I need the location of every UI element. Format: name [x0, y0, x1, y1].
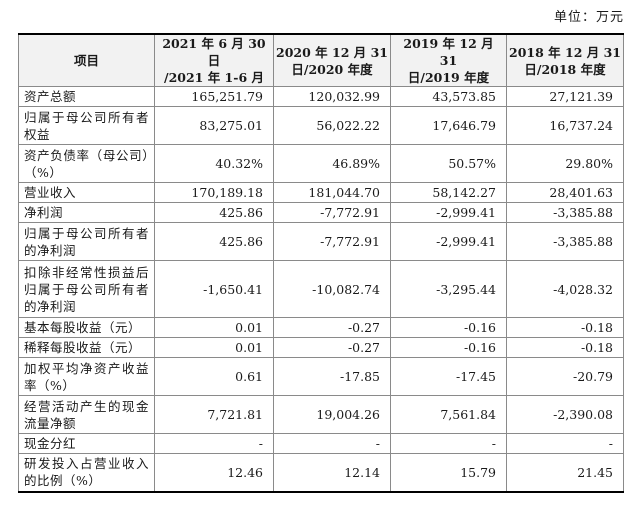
header-col-2021h1-line1: 2021 年 6 月 30 日 — [162, 36, 266, 68]
table-row: 经营活动产生的现金流量净额 7,721.81 19,004.26 7,561.8… — [18, 395, 624, 434]
cell-value: 170,189.18 — [154, 182, 274, 203]
cell-value: 21.45 — [506, 453, 624, 493]
cell-value: -17.45 — [390, 357, 507, 396]
header-item-label: 项目 — [73, 53, 99, 68]
header-col-2019-line2: 日/2019 年度 — [407, 70, 490, 85]
cell-value: 165,251.79 — [154, 86, 274, 107]
table-row: 资产总额 165,251.79 120,032.99 43,573.85 27,… — [18, 86, 624, 107]
cell-value: 425.86 — [154, 202, 274, 223]
header-col-2020: 2020 年 12 月 31 日/2020 年度 — [273, 33, 391, 87]
cell-value: -0.18 — [506, 337, 624, 358]
row-label: 加权平均净资产收益率（%） — [18, 357, 155, 396]
cell-value: - — [154, 433, 274, 454]
cell-value: -10,082.74 — [273, 260, 391, 318]
cell-value: 46.89% — [273, 144, 391, 183]
cell-value: 40.32% — [154, 144, 274, 183]
header-col-2020-line1: 2020 年 12 月 31 — [276, 44, 388, 60]
row-label: 稀释每股收益（元） — [18, 337, 155, 358]
table-row: 归属于母公司所有者权益 83,275.01 56,022.22 17,646.7… — [18, 106, 624, 145]
header-col-2019: 2019 年 12 月 31 日/2019 年度 — [390, 33, 507, 87]
table-row: 研发投入占营业收入的比例（%） 12.46 12.14 15.79 21.45 — [18, 453, 624, 493]
cell-value: -17.85 — [273, 357, 391, 396]
table-row: 营业收入 170,189.18 181,044.70 58,142.27 28,… — [18, 182, 624, 203]
cell-value: 7,561.84 — [390, 395, 507, 434]
header-row: 项目 2021 年 6 月 30 日/2021 年 1-6 月 2020 年 1… — [18, 33, 624, 87]
cell-value: 58,142.27 — [390, 182, 507, 203]
table-row: 加权平均净资产收益率（%） 0.61 -17.85 -17.45 -20.79 — [18, 357, 624, 396]
cell-value: 120,032.99 — [273, 86, 391, 107]
row-label: 基本每股收益（元） — [18, 317, 155, 338]
header-col-2018-line2: 日/2018 年度 — [524, 61, 606, 77]
cell-value: -20.79 — [506, 357, 624, 396]
row-label: 营业收入 — [18, 182, 155, 203]
cell-value: -0.16 — [390, 317, 507, 338]
cell-value: 0.61 — [154, 357, 274, 396]
cell-value: -4,028.32 — [506, 260, 624, 318]
cell-value: 17,646.79 — [390, 106, 507, 145]
cell-value: 12.46 — [154, 453, 274, 493]
cell-value: 83,275.01 — [154, 106, 274, 145]
cell-value: 28,401.63 — [506, 182, 624, 203]
cell-value: -0.16 — [390, 337, 507, 358]
row-label: 归属于母公司所有者权益 — [18, 106, 155, 145]
cell-value: 43,573.85 — [390, 86, 507, 107]
cell-value: - — [273, 433, 391, 454]
financial-table: 项目 2021 年 6 月 30 日/2021 年 1-6 月 2020 年 1… — [18, 33, 624, 493]
cell-value: 27,121.39 — [506, 86, 624, 107]
header-col-2018: 2018 年 12 月 31 日/2018 年度 — [506, 33, 624, 87]
cell-value: -3,385.88 — [506, 202, 624, 223]
row-label: 现金分红 — [18, 433, 155, 454]
cell-value: -2,999.41 — [390, 202, 507, 223]
cell-value: 19,004.26 — [273, 395, 391, 434]
table-row: 归属于母公司所有者的净利润 425.86 -7,772.91 -2,999.41… — [18, 222, 624, 261]
row-label: 净利润 — [18, 202, 155, 223]
cell-value: - — [390, 433, 507, 454]
row-label: 资产负债率（母公司）（%） — [18, 144, 155, 183]
cell-value: -7,772.91 — [273, 202, 391, 223]
cell-value: 56,022.22 — [273, 106, 391, 145]
cell-value: 16,737.24 — [506, 106, 624, 145]
cell-value: - — [506, 433, 624, 454]
cell-value: 15.79 — [390, 453, 507, 493]
header-item: 项目 — [18, 33, 155, 87]
table-row: 扣除非经常性损益后归属于母公司所有者的净利润 -1,650.41 -10,082… — [18, 260, 624, 318]
table-row: 资产负债率（母公司）（%） 40.32% 46.89% 50.57% 29.80… — [18, 144, 624, 183]
cell-value: -2,999.41 — [390, 222, 507, 261]
table-row: 基本每股收益（元） 0.01 -0.27 -0.16 -0.18 — [18, 317, 624, 338]
cell-value: -0.27 — [273, 337, 391, 358]
header-col-2021h1: 2021 年 6 月 30 日/2021 年 1-6 月 — [154, 33, 274, 87]
row-label: 资产总额 — [18, 86, 155, 107]
header-col-2019-line1: 2019 年 12 月 31 — [403, 36, 494, 68]
cell-value: 50.57% — [390, 144, 507, 183]
cell-value: 29.80% — [506, 144, 624, 183]
row-label: 扣除非经常性损益后归属于母公司所有者的净利润 — [18, 260, 155, 318]
row-label: 研发投入占营业收入的比例（%） — [18, 453, 155, 493]
row-label: 归属于母公司所有者的净利润 — [18, 222, 155, 261]
table-row: 稀释每股收益（元） 0.01 -0.27 -0.16 -0.18 — [18, 337, 624, 358]
header-col-2018-line1: 2018 年 12 月 31 — [509, 44, 621, 60]
cell-value: -2,390.08 — [506, 395, 624, 434]
table-row: 净利润 425.86 -7,772.91 -2,999.41 -3,385.88 — [18, 202, 624, 223]
cell-value: -3,295.44 — [390, 260, 507, 318]
header-col-2021h1-line2: /2021 年 1-6 月 — [164, 70, 264, 85]
cell-value: -1,650.41 — [154, 260, 274, 318]
cell-value: 0.01 — [154, 317, 274, 338]
cell-value: -0.27 — [273, 317, 391, 338]
cell-value: -7,772.91 — [273, 222, 391, 261]
cell-value: 12.14 — [273, 453, 391, 493]
unit-label: 单位：万元 — [553, 10, 624, 25]
table-row: 现金分红 - - - - — [18, 433, 624, 454]
header-col-2020-line2: 日/2020 年度 — [291, 61, 373, 77]
cell-value: -0.18 — [506, 317, 624, 338]
cell-value: -3,385.88 — [506, 222, 624, 261]
cell-value: 425.86 — [154, 222, 274, 261]
cell-value: 7,721.81 — [154, 395, 274, 434]
cell-value: 0.01 — [154, 337, 274, 358]
cell-value: 181,044.70 — [273, 182, 391, 203]
row-label: 经营活动产生的现金流量净额 — [18, 395, 155, 434]
